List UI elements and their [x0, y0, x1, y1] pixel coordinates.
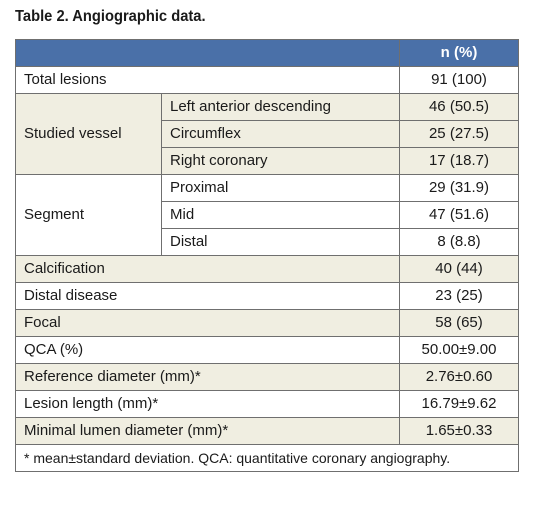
table-row-vessel-lad: Studied vessel Left anterior descending …: [15, 93, 519, 175]
table-header-row: n (%): [15, 39, 519, 67]
group-label-studied-vessel: Studied vessel: [15, 93, 162, 175]
header-label-cell: [15, 39, 400, 67]
row-value: 25 (27.5): [399, 120, 519, 148]
row-sublabel: Proximal: [161, 174, 400, 202]
row-label: Minimal lumen diameter (mm)*: [15, 417, 400, 445]
row-value: 46 (50.5): [399, 93, 519, 121]
row-label: Reference diameter (mm)*: [15, 363, 400, 391]
row-label: QCA (%): [15, 336, 400, 364]
table-row-total-lesions: Total lesions 91 (100): [15, 66, 519, 94]
row-label: Distal disease: [15, 282, 400, 310]
row-value: 29 (31.9): [399, 174, 519, 202]
row-sublabel: Mid: [161, 201, 400, 229]
row-value: 16.79±9.62: [399, 390, 519, 418]
row-value: 91 (100): [399, 66, 519, 94]
table-row-qca: QCA (%) 50.00±9.00: [15, 336, 519, 364]
row-label: Lesion length (mm)*: [15, 390, 400, 418]
row-value: 47 (51.6): [399, 201, 519, 229]
row-sublabel: Distal: [161, 228, 400, 256]
row-label: Calcification: [15, 255, 400, 283]
table-title: Table 2. Angiographic data.: [15, 8, 206, 25]
table-row-segment-proximal: Segment Proximal 29 (31.9): [15, 174, 519, 256]
table-row-minimal-lumen-diameter: Minimal lumen diameter (mm)* 1.65±0.33: [15, 417, 519, 445]
row-label: Total lesions: [15, 66, 400, 94]
row-sublabel: Circumflex: [161, 120, 400, 148]
table-row-reference-diameter: Reference diameter (mm)* 2.76±0.60: [15, 363, 519, 391]
row-label: Focal: [15, 309, 400, 337]
row-value: 2.76±0.60: [399, 363, 519, 391]
table-row-segment-mid: Mid 47 (51.6): [16, 201, 519, 229]
row-value: 1.65±0.33: [399, 417, 519, 445]
row-value: 23 (25): [399, 282, 519, 310]
header-value-cell: n (%): [399, 39, 519, 67]
table-row-segment-distal: Distal 8 (8.8): [16, 228, 519, 256]
row-value: 8 (8.8): [399, 228, 519, 256]
row-value: 17 (18.7): [399, 147, 519, 175]
table-row-focal: Focal 58 (65): [15, 309, 519, 337]
table-row-lesion-length: Lesion length (mm)* 16.79±9.62: [15, 390, 519, 418]
table-row-vessel-circumflex: Circumflex 25 (27.5): [16, 120, 519, 148]
row-sublabel: Right coronary: [161, 147, 400, 175]
table-footnote-row: * mean±standard deviation. QCA: quantita…: [15, 444, 519, 472]
table-row-distal-disease: Distal disease 23 (25): [15, 282, 519, 310]
row-value: 50.00±9.00: [399, 336, 519, 364]
angiographic-data-table: n (%) Total lesions 91 (100) Studied ves…: [15, 39, 519, 472]
table-row-calcification: Calcification 40 (44): [15, 255, 519, 283]
table-footnote: * mean±standard deviation. QCA: quantita…: [15, 444, 519, 472]
row-sublabel: Left anterior descending: [161, 93, 400, 121]
row-value: 58 (65): [399, 309, 519, 337]
row-value: 40 (44): [399, 255, 519, 283]
group-label-segment: Segment: [15, 174, 162, 256]
